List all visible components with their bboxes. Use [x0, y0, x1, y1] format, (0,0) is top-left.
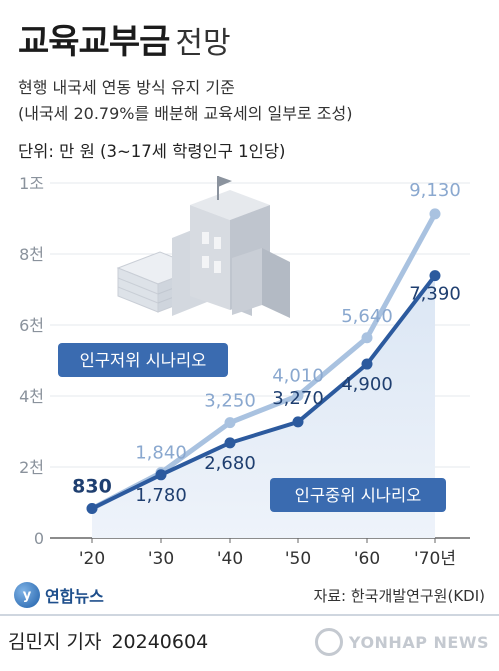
title-sub: 전망 [175, 26, 231, 61]
mid-series-area [92, 275, 435, 538]
mid-scenario-point [292, 416, 304, 428]
source-note: 자료: 한국개발연구원(KDI) [313, 587, 485, 605]
mid-scenario-label: 830 [72, 476, 112, 498]
yonhap-watermark: YONHAP NEWS [314, 628, 489, 656]
mid-scenario-point [361, 358, 373, 370]
low-scenario-point [292, 390, 304, 402]
y-tick-label: 0 [34, 529, 44, 548]
low-scenario-label: 5,640 [341, 306, 393, 327]
legend-low-scenario: 인구저위 시나리오 [58, 343, 228, 377]
mid-scenario-line [91, 274, 437, 511]
low-scenario-point [429, 208, 441, 220]
data-labels: 1,840 3,250 4,010 5,640 9,130 830 1,780 2,680 3,… [72, 180, 461, 506]
mid-scenario-point [224, 437, 236, 449]
x-tick-label: '40 [217, 549, 243, 569]
legend-low-scenario-box [58, 343, 228, 377]
legend-mid-scenario-box [270, 478, 446, 512]
y-tick-label: 8천 [19, 245, 44, 264]
watermark-text: YONHAP NEWS [348, 632, 489, 652]
publish-date: 20240604 [111, 631, 209, 653]
low-scenario-label: 3,250 [204, 391, 256, 412]
mid-scenario-label: 3,270 [272, 388, 324, 409]
mid-scenario-label: 1,780 [135, 485, 187, 506]
y-axis: 0 2천 4천 6천 8천 1조 [19, 174, 44, 548]
mid-scenario-label: 7,390 [409, 284, 461, 305]
byline: 김민지 기자 20240604 [8, 627, 208, 654]
low-scenario-label: 9,130 [409, 180, 461, 201]
x-tick-label: '20 [79, 549, 105, 569]
series-layer [86, 208, 441, 515]
low-scenario-label: 1,840 [135, 443, 187, 464]
low-scenario-point [224, 417, 236, 429]
subtitle-note: (내국세 20.79%를 배분해 교육세의 일부로 조성) [18, 104, 353, 123]
legend-mid-scenario: 인구중위 시나리오 [270, 478, 446, 512]
x-tick-label: '50 [285, 549, 311, 569]
page-title: 교육교부금 전망 [18, 14, 231, 63]
y-tick-label: 1조 [19, 174, 44, 193]
mid-scenario-point [86, 503, 98, 515]
x-tick-label: '70년 [414, 549, 456, 569]
unit-label: 단위: 만 원 (3~17세 학령인구 1인당) [18, 142, 286, 161]
mid-scenario-label: 2,680 [204, 453, 256, 474]
logo-text: 연합뉴스 [45, 587, 104, 606]
y-tick-label: 6천 [19, 316, 44, 335]
legend-low-scenario-text: 인구저위 시나리오 [80, 351, 207, 370]
school-building-illustration [116, 176, 290, 318]
title-main: 교육교부금 [18, 22, 170, 62]
legend-mid-scenario-text: 인구중위 시나리오 [295, 486, 422, 505]
subtitle-basis: 현행 내국세 연동 방식 유지 기준 [18, 78, 235, 97]
y-tick-label: 2천 [19, 458, 44, 477]
low-scenario-label: 4,010 [272, 366, 324, 387]
author: 김민지 기자 [8, 631, 102, 653]
footer-divider [0, 614, 499, 616]
x-axis: '20 '30 '40 '50 '60 '70년 [79, 538, 456, 569]
building-icon [172, 176, 290, 318]
x-tick-label: '30 [148, 549, 174, 569]
yonhap-logo: y 연합뉴스 [14, 582, 104, 608]
line-chart: '20 '30 '40 '50 '60 '70년 0 2천 4천 6천 8천 1조 1,840 3,2… [19, 174, 470, 569]
x-tick-label: '60 [354, 549, 380, 569]
mid-scenario-label: 4,900 [341, 374, 393, 395]
mid-scenario-point [155, 469, 167, 481]
low-scenario-point [361, 332, 373, 344]
y-tick-label: 4천 [19, 387, 44, 406]
yonhap-watermark-icon [314, 628, 343, 656]
yonhap-logo-icon: y [14, 582, 40, 608]
mid-scenario-point [429, 270, 441, 282]
